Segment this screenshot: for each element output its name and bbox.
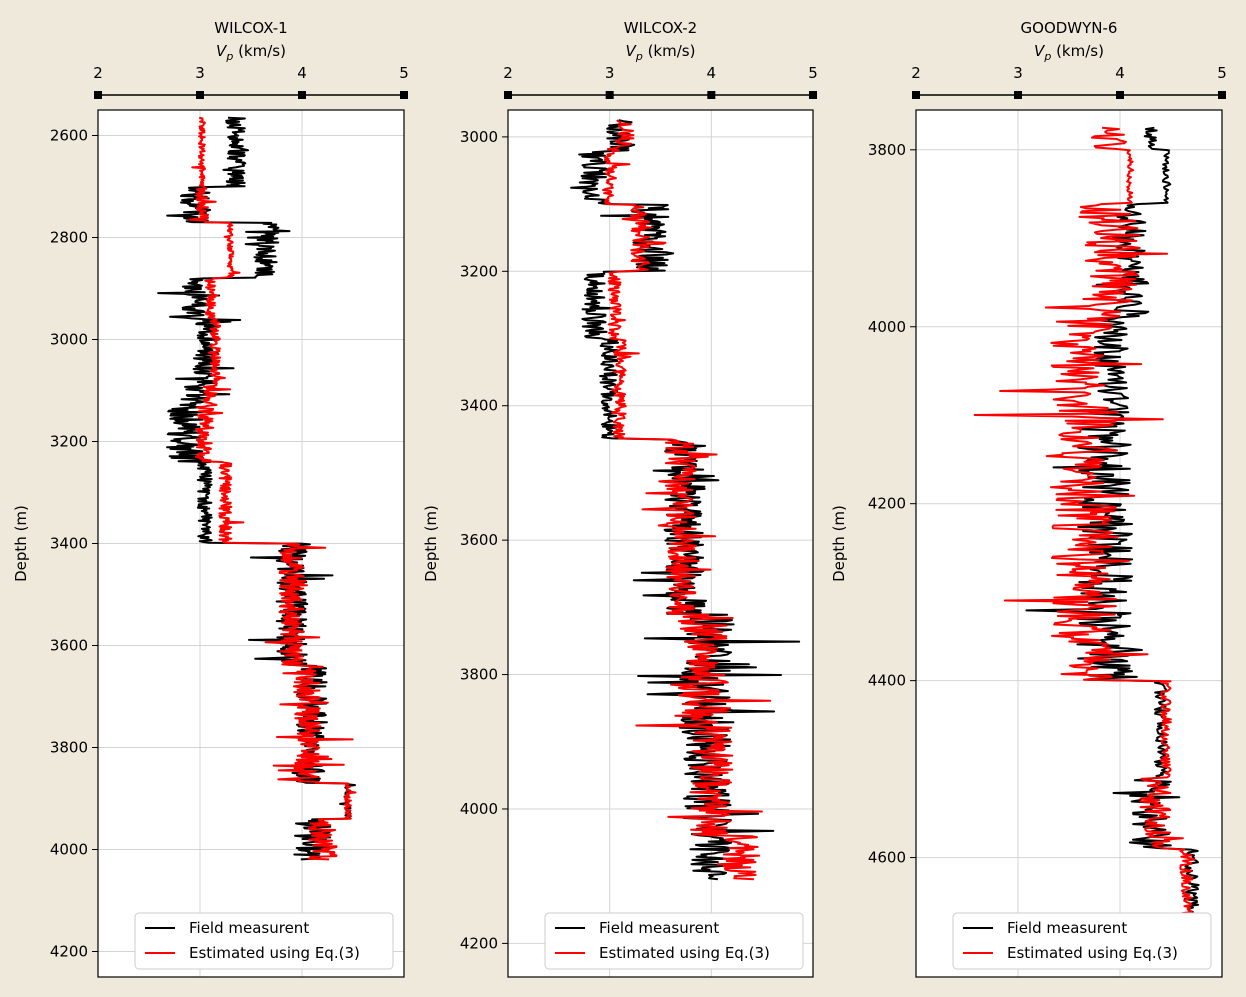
chart-panel: 2 3 4 5 WILCOX-1 Vp (km/s) 2600 2800 3000 3200 340… <box>12 19 409 978</box>
x-tick-marker <box>1218 91 1226 99</box>
y-tick-label: 3600 <box>460 531 498 549</box>
plot-area <box>508 110 813 977</box>
chart-title: WILCOX-2 <box>624 19 697 37</box>
x-tick-label: 5 <box>808 64 818 82</box>
y-tick-label: 4600 <box>868 849 906 867</box>
legend-label-field: Field measurent <box>599 919 719 937</box>
y-tick-label: 4400 <box>868 672 906 690</box>
y-tick-label: 3600 <box>50 637 88 655</box>
x-axis-label: Vp (km/s) <box>1034 42 1104 63</box>
series-line-estimated <box>188 116 357 861</box>
y-tick-label: 4000 <box>460 800 498 818</box>
y-axis-label: Depth (m) <box>422 505 440 582</box>
x-tick-label: 5 <box>399 64 409 82</box>
plot-area <box>916 110 1222 977</box>
y-tick-label: 4200 <box>50 943 88 961</box>
x-tick-label: 3 <box>195 64 205 82</box>
x-tick-label: 4 <box>297 64 307 82</box>
y-tick-label: 3000 <box>460 128 498 146</box>
x-tick-label: 2 <box>93 64 103 82</box>
y-tick-label: 3800 <box>460 666 498 684</box>
legend-box <box>134 912 394 970</box>
y-tick-label: 4000 <box>50 841 88 859</box>
y-tick-label: 3200 <box>50 433 88 451</box>
x-axis-label: Vp (km/s) <box>626 42 696 63</box>
legend-label-field: Field measurent <box>1007 919 1127 937</box>
x-tick-label: 5 <box>1217 64 1227 82</box>
legend: Field measurent Estimated using Eq.(3) <box>544 912 804 970</box>
x-tick-label: 4 <box>1115 64 1125 82</box>
y-tick-label: 3800 <box>50 739 88 757</box>
x-tick-label: 3 <box>605 64 615 82</box>
x-tick-marker <box>1116 91 1124 99</box>
x-tick-marker <box>504 91 512 99</box>
chart-title: GOODWYN-6 <box>1021 19 1118 37</box>
x-tick-marker <box>94 91 102 99</box>
x-tick-marker <box>1014 91 1022 99</box>
chart-panel: 2 3 4 5 WILCOX-2 Vp (km/s) 3000 3200 3400 3600 380… <box>422 19 818 978</box>
y-tick-label: 4200 <box>460 934 498 952</box>
y-tick-label: 3400 <box>50 535 88 553</box>
x-tick-marker <box>809 91 817 99</box>
plot-frame <box>507 109 814 978</box>
y-tick-label: 4000 <box>868 318 906 336</box>
x-tick-label: 4 <box>707 64 717 82</box>
y-tick-label: 2800 <box>50 229 88 247</box>
x-tick-marker <box>298 91 306 99</box>
legend-box <box>544 912 804 970</box>
plot-frame <box>915 109 1223 978</box>
series-line-estimated <box>602 119 772 881</box>
series-line-estimated <box>973 126 1196 915</box>
chart-title: WILCOX-1 <box>214 19 287 37</box>
x-axis-label: Vp (km/s) <box>216 42 286 63</box>
x-tick-marker <box>707 91 716 99</box>
legend: Field measurent Estimated using Eq.(3) <box>134 912 394 970</box>
legend-box <box>952 912 1212 970</box>
y-tick-label: 3400 <box>460 397 498 415</box>
y-tick-label: 3200 <box>460 262 498 280</box>
chart-panel: 2 3 4 5 GOODWYN-6 Vp (km/s) 3800 4000 4200 4400 46… <box>830 19 1227 978</box>
y-tick-label: 2600 <box>50 127 88 145</box>
legend-label-estimated: Estimated using Eq.(3) <box>599 944 770 962</box>
x-tick-label: 3 <box>1013 64 1023 82</box>
y-tick-label: 3000 <box>50 331 88 349</box>
legend-label-field: Field measurent <box>189 919 309 937</box>
x-tick-label: 2 <box>503 64 513 82</box>
x-tick-marker <box>912 91 920 99</box>
x-tick-marker <box>605 91 614 99</box>
y-axis-label: Depth (m) <box>12 505 30 582</box>
legend: Field measurent Estimated using Eq.(3) <box>952 912 1212 970</box>
x-tick-marker <box>196 91 204 99</box>
y-axis-label: Depth (m) <box>830 505 848 582</box>
x-tick-label: 2 <box>911 64 921 82</box>
series-line-field-measurement <box>157 116 356 861</box>
x-tick-marker <box>400 91 408 99</box>
y-tick-label: 3800 <box>868 141 906 159</box>
legend-label-estimated: Estimated using Eq.(3) <box>189 944 360 962</box>
legend-label-estimated: Estimated using Eq.(3) <box>1007 944 1178 962</box>
y-tick-label: 4200 <box>868 495 906 513</box>
